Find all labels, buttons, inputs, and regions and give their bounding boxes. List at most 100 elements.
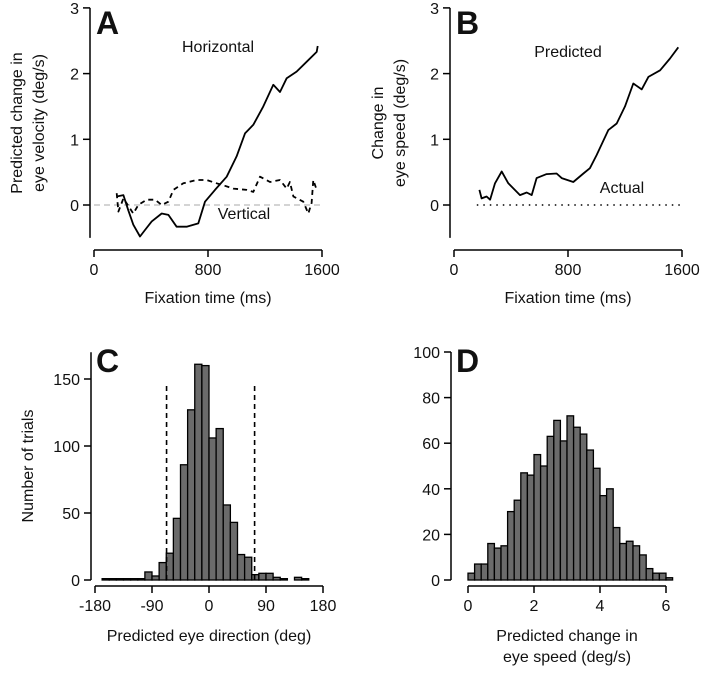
panel-c-x-tick-label: -90 — [140, 598, 163, 615]
panel-c-bar — [201, 364, 210, 581]
panel-d-y-tick-label: 20 — [422, 527, 440, 544]
panel-d-bar — [632, 545, 641, 581]
panel-d-bar — [605, 488, 614, 581]
panel-d-bar — [526, 474, 535, 581]
panel-d-bar — [506, 510, 515, 581]
panel-c-bar — [179, 464, 189, 581]
panel-c-bar — [208, 437, 217, 581]
panel-b-x-tick-label: 1600 — [664, 262, 700, 279]
panel-c-bar — [101, 578, 110, 581]
panel-d-bar — [572, 426, 581, 581]
panel-a-y-tick-label: 2 — [70, 67, 79, 84]
panel-c-bar — [194, 363, 203, 581]
panel-b-series-predicted — [478, 46, 680, 201]
panel-c-bar — [158, 561, 167, 581]
panel-b-y-tick-label: 3 — [430, 1, 439, 18]
panel-c-bar — [258, 572, 267, 581]
panel-d-bar — [619, 542, 628, 581]
panel-c-y-tick-label: 50 — [62, 506, 80, 523]
panel-d-bar — [553, 419, 562, 581]
panel-d-y-tick-label: 0 — [431, 573, 440, 590]
panel-c-bar — [272, 576, 281, 581]
panel-a-y-label: eye velocity (deg/s) — [31, 54, 48, 192]
panel-d-letter: D — [456, 343, 479, 379]
panel-d-bar — [559, 440, 568, 581]
panel-c-bar — [293, 576, 303, 581]
panel-a-y-tick-label: 0 — [70, 198, 79, 215]
panel-a-letter: A — [96, 5, 119, 41]
panel-c-bar — [265, 572, 274, 581]
panel-a-legend-vertical: Vertical — [218, 206, 270, 223]
panel-c-y-tick-label: 0 — [71, 573, 80, 590]
panel-d-bar — [467, 572, 476, 581]
panel-d-bar — [546, 435, 555, 581]
panel-b-legend-actual: Actual — [600, 180, 644, 197]
panel-d-bar — [665, 577, 674, 581]
panel-c-bar — [215, 427, 224, 581]
panel-a-series-horizontal — [116, 45, 319, 238]
panel-c-x-tick-label: 180 — [310, 598, 337, 615]
panel-b-x-tick-label: 800 — [555, 262, 582, 279]
panel-d-bar — [599, 494, 608, 581]
panel-d-bar — [493, 547, 502, 581]
panel-c-bar — [122, 578, 132, 581]
panel-a-y-tick-label: 1 — [70, 132, 79, 149]
panel-d-bar — [645, 567, 654, 581]
panel-a-x-tick-label: 0 — [90, 262, 99, 279]
panel-d-bar — [473, 563, 482, 581]
panel-b-legend-predicted: Predicted — [534, 44, 602, 61]
panel-c-bar — [222, 504, 232, 581]
panel-c-bar — [151, 575, 160, 581]
panel-c-x-tick-label: 0 — [205, 598, 214, 615]
panel-b-x-tick-label: 0 — [450, 262, 459, 279]
panel-d-bar — [579, 433, 588, 581]
panel-c-bar — [137, 578, 146, 581]
panel-a-x-tick-label: 800 — [195, 262, 222, 279]
panel-d-bar — [592, 467, 601, 581]
panel-a-y-label: Predicted change in — [9, 52, 26, 193]
panel-b-y-label: Change in — [370, 87, 387, 160]
panel-a-y-tick-label: 3 — [70, 1, 79, 18]
panel-c-bar — [115, 578, 125, 581]
panel-a-series-vertical — [115, 175, 318, 215]
panel-d-bar — [658, 572, 667, 581]
panel-c-bar — [229, 521, 239, 581]
panel-c-y-tick-label: 100 — [53, 439, 80, 456]
panel-d-bar — [480, 563, 489, 581]
panel-d-bar — [539, 465, 548, 581]
panel-d-x-label: eye speed (deg/s) — [503, 649, 631, 666]
panel-c-bar — [186, 409, 196, 581]
panel-d-x-tick-label: 6 — [662, 598, 671, 615]
panel-a-x-tick-label: 1600 — [304, 262, 340, 279]
panel-d-x-tick-label: 0 — [464, 598, 473, 615]
panel-c-x-label: Predicted eye direction (deg) — [107, 628, 312, 645]
panel-c-bar — [279, 578, 289, 581]
panel-c-bar — [108, 578, 118, 581]
panel-c-y-tick-label: 150 — [53, 372, 80, 389]
panel-d-bar — [612, 526, 621, 581]
panel-b-y-tick-label: 2 — [430, 67, 439, 84]
panel-a-legend-horizontal: Horizontal — [182, 39, 254, 56]
panel-d-bar — [533, 453, 542, 581]
panel-d-bar — [625, 540, 634, 581]
panel-b-x-label: Fixation time (ms) — [504, 290, 631, 307]
panel-d-bar — [566, 415, 575, 581]
panel-c-bar — [300, 578, 310, 581]
panel-d-bar — [487, 542, 496, 581]
panel-d-x-tick-label: 2 — [530, 598, 539, 615]
panel-d-bar — [652, 572, 661, 581]
panel-c-bar — [144, 571, 153, 581]
panel-c-x-tick-label: 90 — [257, 598, 275, 615]
panel-b-y-tick-label: 1 — [430, 132, 439, 149]
panel-d-y-tick-label: 60 — [422, 436, 440, 453]
panel-b-y-tick-label: 0 — [430, 198, 439, 215]
panel-d-bar — [513, 499, 522, 581]
panel-c-bar — [243, 556, 253, 581]
panel-d-bar — [586, 449, 595, 581]
panel-b-y-label: eye speed (deg/s) — [392, 59, 409, 187]
panel-d-bar — [520, 472, 529, 581]
panel-d-bar — [638, 554, 647, 581]
panel-c-x-tick-label: -180 — [79, 598, 111, 615]
panel-c-bar — [129, 578, 139, 581]
